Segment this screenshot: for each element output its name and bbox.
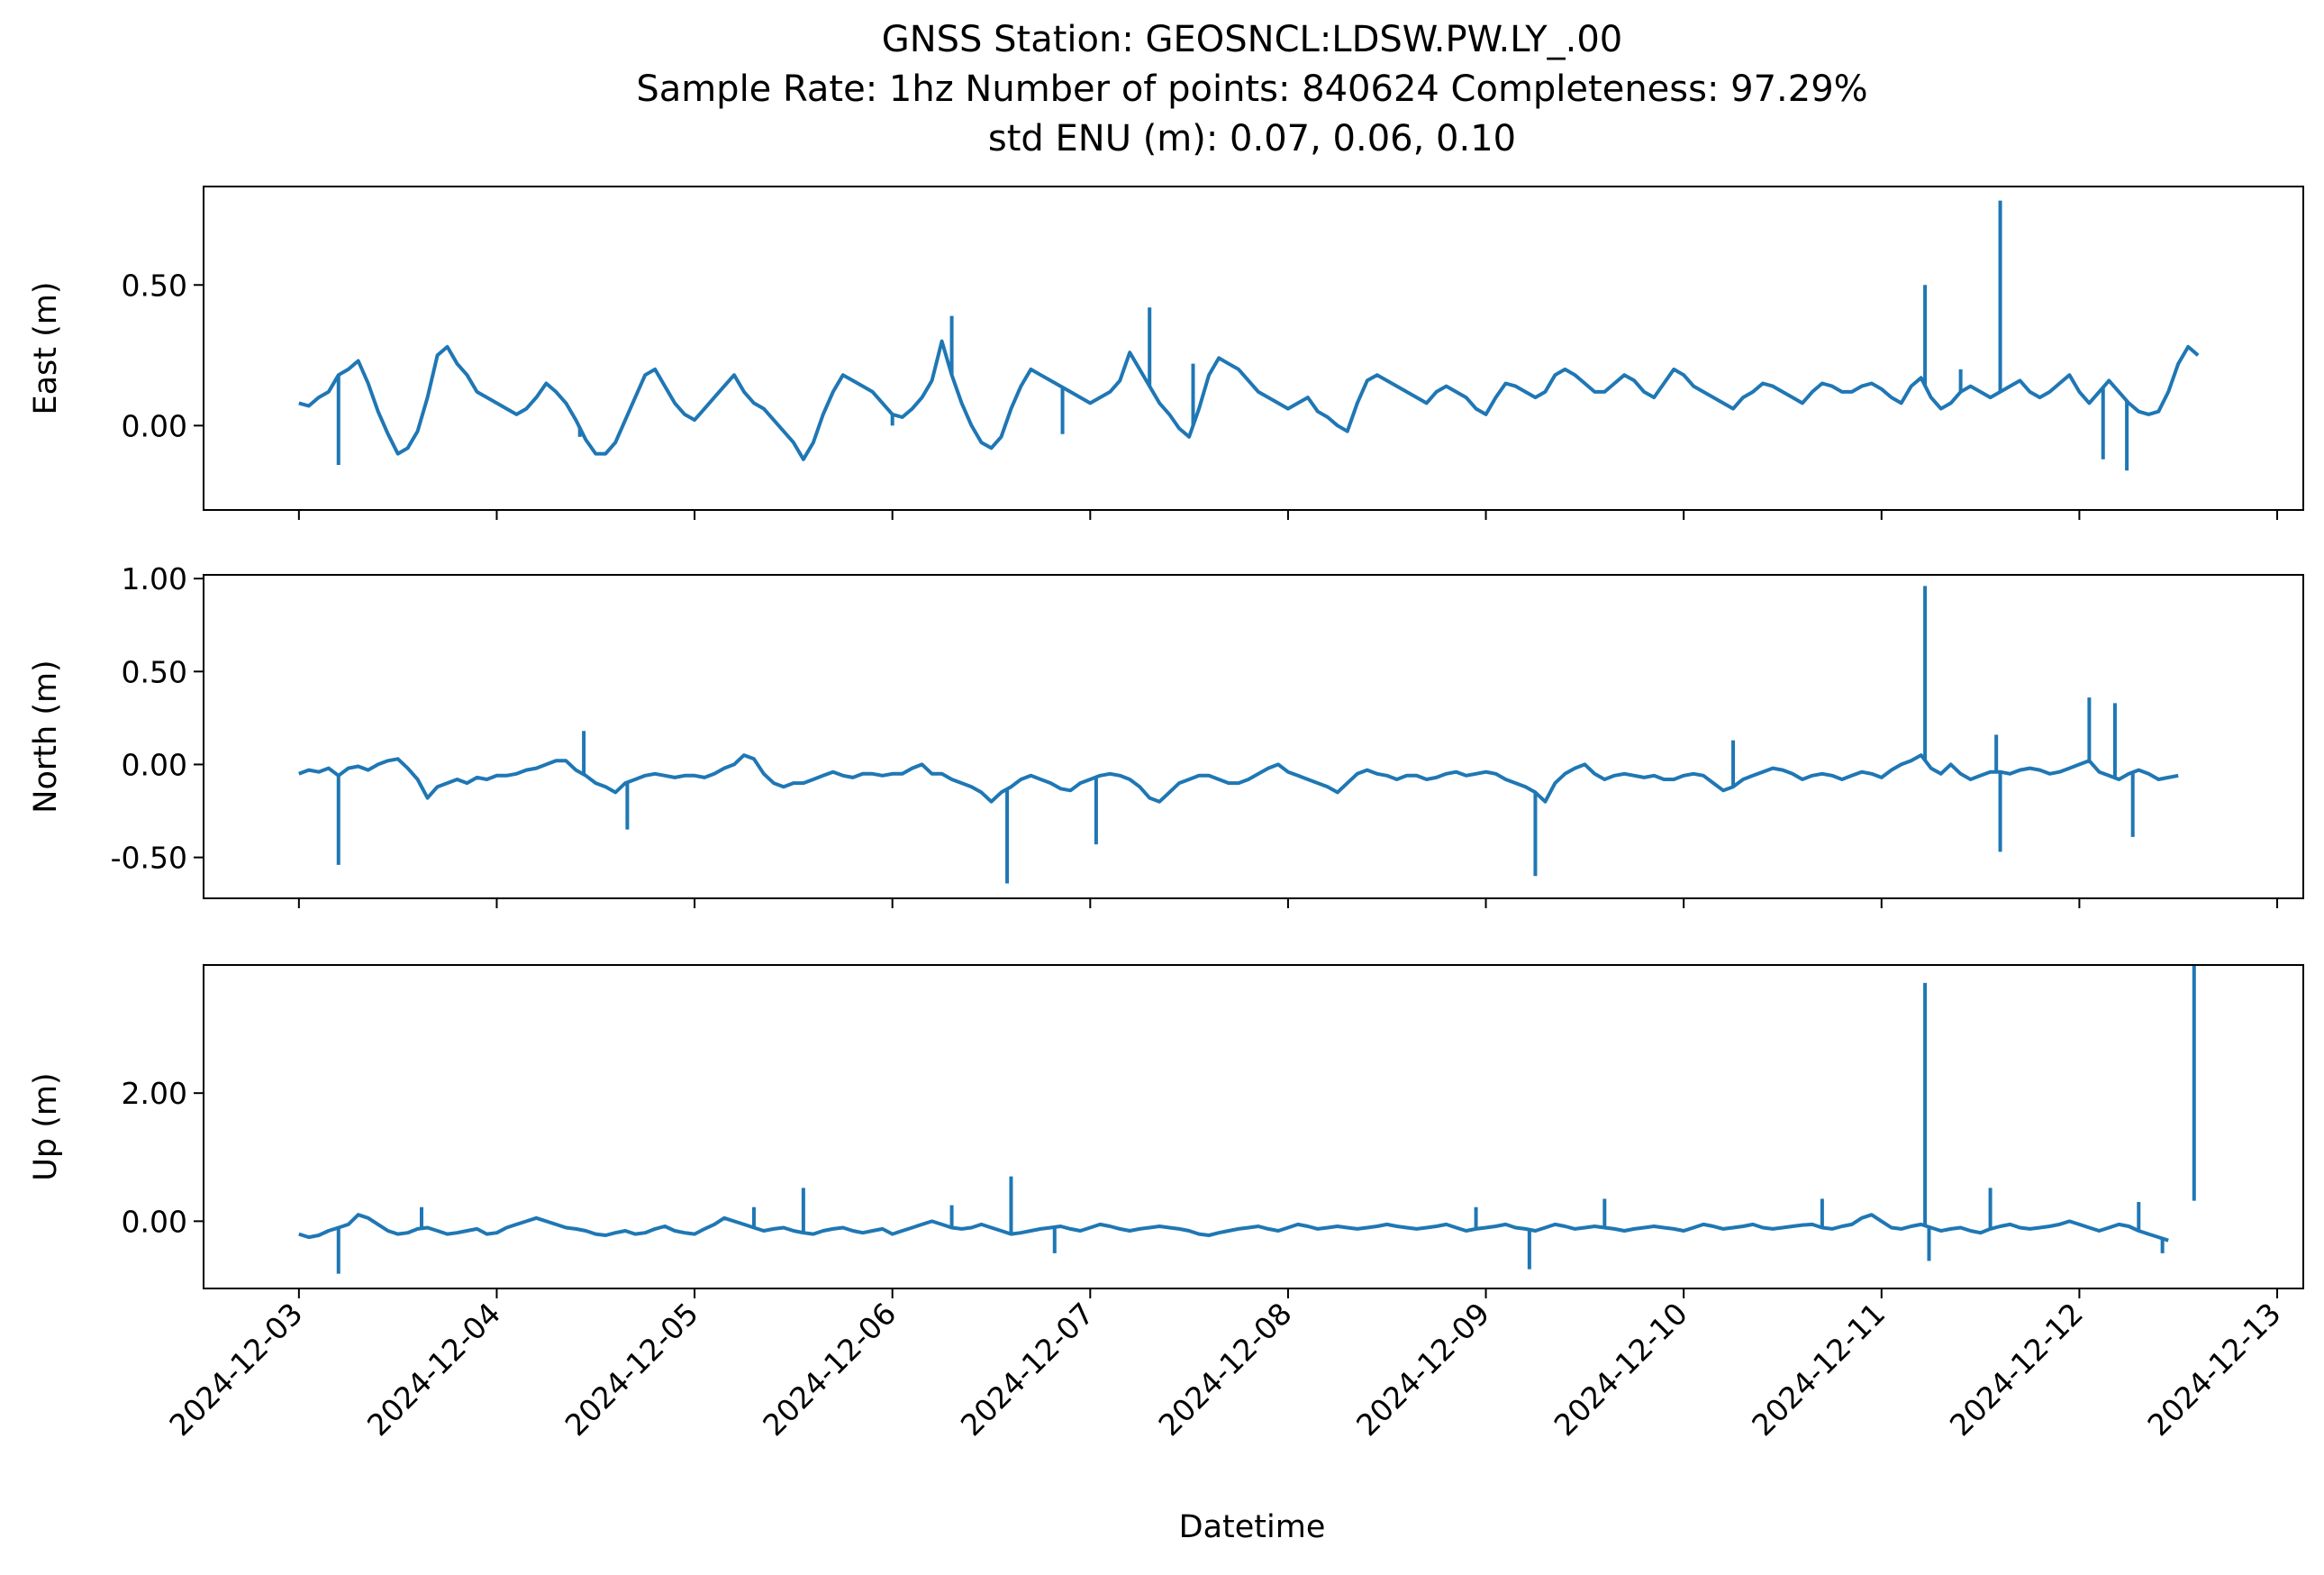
east-y-tick-label: 0.00: [122, 408, 187, 443]
east-series-line: [298, 339, 2200, 461]
up-x-tick-marks: [297, 1288, 2279, 1298]
up-series-group: [298, 965, 2196, 1274]
north-axes-frame: [203, 574, 2304, 899]
north-y-ticks: -0.50 0.00 0.50 1.00: [111, 561, 204, 876]
up-y-tick-label: 2.00: [122, 1076, 187, 1111]
east-axes-frame: [203, 186, 2304, 511]
chart-title-line-2: Sample Rate: 1hz Number of points: 84062…: [636, 68, 1867, 110]
up-y-ticks: 0.00 2.00: [122, 1076, 204, 1239]
east-panel: 0.00 0.50 East (m): [28, 186, 2304, 520]
up-y-axis-label: Up (m): [28, 1072, 64, 1180]
north-x-tick-marks: [297, 898, 2279, 908]
up-axes-frame: [203, 964, 2304, 1289]
north-y-tick-label: 0.00: [122, 747, 187, 782]
north-series-line: [298, 753, 2179, 804]
east-y-axis-label: East (m): [28, 281, 64, 414]
east-series-group: [298, 200, 2200, 471]
chart-title-line-3: std ENU (m): 0.07, 0.06, 0.10: [988, 118, 1516, 159]
north-y-tick-label: 1.00: [122, 561, 187, 596]
up-panel: 0.00 2.00 Up (m): [28, 964, 2304, 1298]
north-y-tick-label: -0.50: [111, 841, 187, 876]
east-y-tick-label: 0.50: [122, 268, 187, 303]
up-series-line: [298, 1213, 2169, 1243]
chart-title-line-1: GNSS Station: GEOSNCL:LDSW.PW.LY_.00: [882, 19, 1623, 60]
east-x-tick-marks: [297, 510, 2279, 520]
north-y-tick-label: 0.50: [122, 654, 187, 689]
x-axis-label: Datetime: [1179, 1509, 1326, 1545]
north-panel: -0.50 0.00 0.50 1.00 North (m): [28, 561, 2304, 908]
north-y-axis-label: North (m): [28, 660, 64, 813]
east-y-ticks: 0.00 0.50: [122, 268, 204, 443]
north-series-group: [298, 586, 2179, 884]
up-y-tick-label: 0.00: [122, 1204, 187, 1239]
